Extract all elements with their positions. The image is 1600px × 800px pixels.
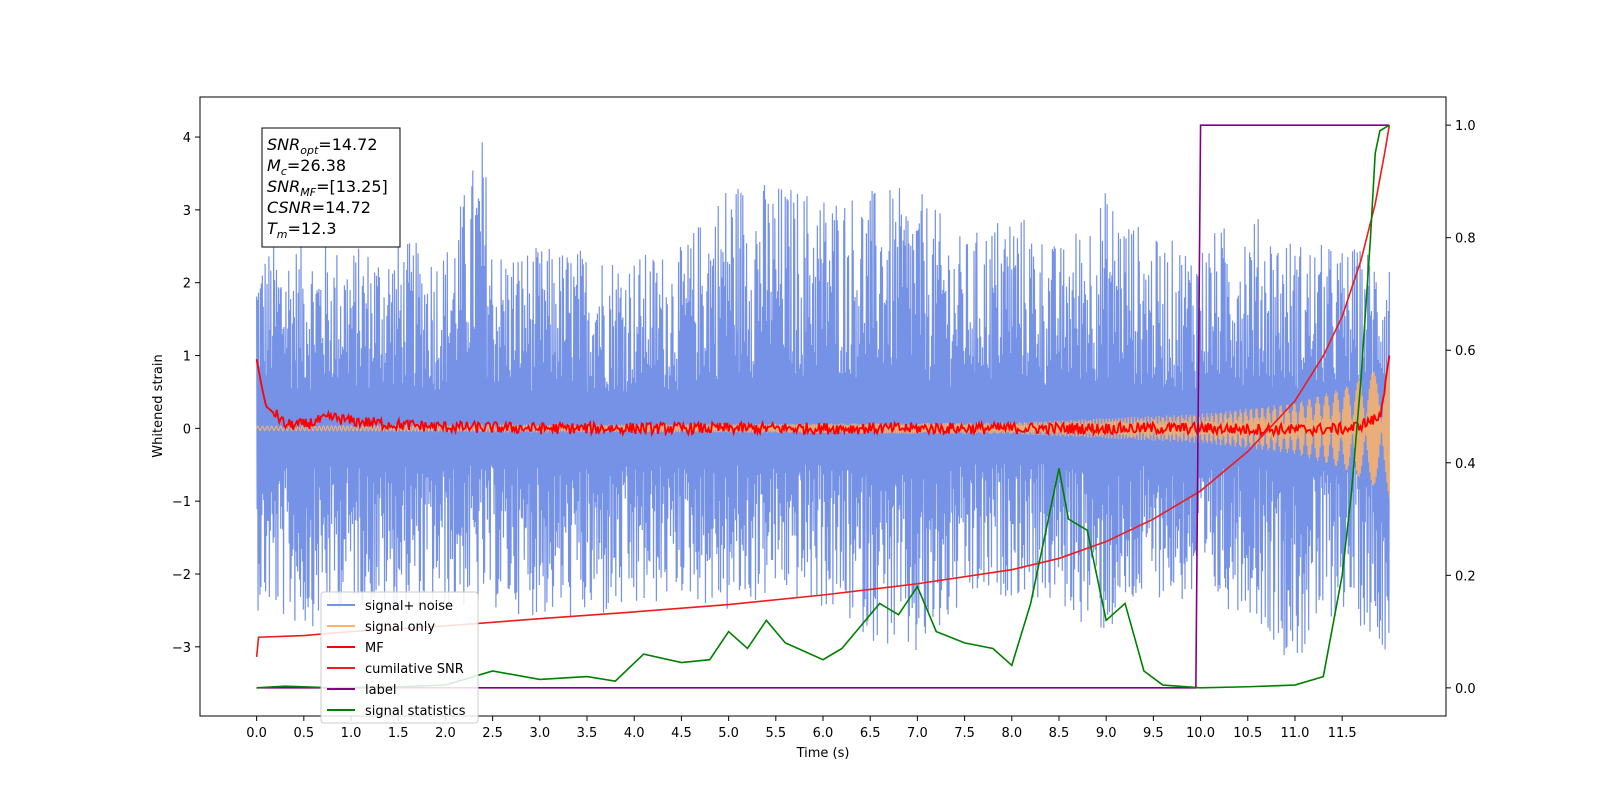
x-tick-label: 0.0 [246, 726, 267, 741]
x-tick-label: 10.5 [1233, 726, 1262, 741]
x-tick-label: 6.5 [860, 726, 881, 741]
x-tick-label: 1.0 [341, 726, 362, 741]
x-tick-label: 9.5 [1143, 726, 1164, 741]
legend-label: signal statistics [365, 704, 466, 719]
y-tick-label: −1 [172, 495, 191, 510]
info-box-line: CSNR=14.72 [267, 198, 371, 217]
x-tick-label: 7.0 [907, 726, 928, 741]
x-axis: 0.0 0.5 1.0 1.5 2.0 2.5 3.0 3.5 4.0 4.5 5.0 5.5 6.0 6… [246, 716, 1357, 741]
x-tick-label: 4.5 [671, 726, 692, 741]
y2-tick-label: 0.6 [1455, 344, 1476, 359]
legend-label: label [365, 683, 396, 698]
y-axis-left: −3 −2 −1 0 1 2 3 4 [172, 131, 200, 656]
y2-tick-label: 0.8 [1455, 232, 1476, 247]
x-tick-label: 8.0 [1001, 726, 1022, 741]
y-tick-label: 4 [183, 131, 191, 146]
info-box-line: Mc=26.38 [267, 156, 346, 178]
x-tick-label: 7.5 [954, 726, 975, 741]
x-tick-label: 11.0 [1280, 726, 1309, 741]
info-box-frame [261, 127, 401, 248]
x-tick-label: 4.0 [624, 726, 645, 741]
y2-tick-label: 0.0 [1455, 682, 1476, 697]
series-signal-statistics-line [256, 124, 1390, 689]
x-axis-label: Time (s) [796, 746, 850, 761]
x-tick-label: 2.0 [435, 726, 456, 741]
y2-tick-label: 0.2 [1455, 569, 1476, 584]
y-tick-label: −3 [172, 641, 191, 656]
series-label-line [256, 124, 1390, 689]
legend-label: signal only [365, 620, 435, 635]
y-tick-label: 3 [183, 204, 191, 219]
x-tick-label: 6.0 [813, 726, 834, 741]
y-tick-label: 0 [183, 422, 191, 437]
y-tick-label: −2 [172, 568, 191, 583]
series-signal-noise-line [256, 142, 1390, 656]
info-box-line: SNRopt=14.72 [267, 135, 378, 157]
legend-label: MF [365, 641, 384, 656]
y-tick-label: 1 [183, 350, 191, 365]
x-tick-label: 5.5 [765, 726, 786, 741]
y2-tick-label: 1.0 [1455, 119, 1476, 134]
x-tick-label: 5.0 [718, 726, 739, 741]
info-box-line: SNRMF=[13.25] [267, 177, 388, 199]
x-tick-label: 9.0 [1096, 726, 1117, 741]
series-mf-line [255, 355, 1391, 438]
x-tick-label: 8.5 [1049, 726, 1070, 741]
legend-label: signal+ noise [365, 599, 453, 614]
info-box: SNRopt=14.72Mc=26.38SNRMF=[13.25]CSNR=14… [261, 127, 401, 248]
y-axis-label: Whitened strain [151, 354, 166, 457]
x-tick-label: 2.5 [482, 726, 503, 741]
x-tick-label: 1.5 [388, 726, 409, 741]
x-tick-label: 11.5 [1328, 726, 1357, 741]
y-axis-right: 0.0 0.2 0.4 0.6 0.8 1.0 [1446, 119, 1476, 697]
x-tick-label: 0.5 [293, 726, 314, 741]
y2-tick-label: 0.4 [1455, 457, 1476, 472]
legend: signal+ noise signal only MF cumilative SNR… [320, 591, 479, 724]
x-tick-label: 3.5 [577, 726, 598, 741]
x-tick-label: 10.0 [1186, 726, 1215, 741]
info-box-line: Tm=12.3 [267, 219, 337, 241]
y-tick-label: 2 [183, 277, 191, 292]
x-tick-label: 3.0 [529, 726, 550, 741]
legend-frame [320, 591, 479, 724]
legend-label: cumilative SNR [365, 662, 464, 677]
